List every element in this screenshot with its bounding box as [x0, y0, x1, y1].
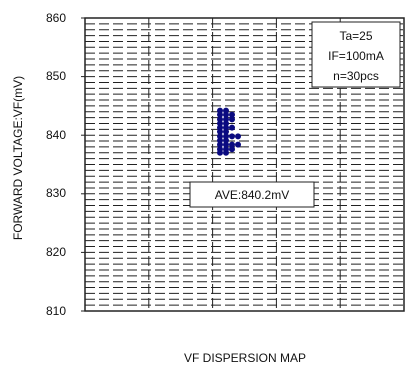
- data-point: [217, 133, 223, 140]
- data-point: [229, 116, 235, 123]
- data-points: [217, 107, 241, 156]
- y-tick-label-3: 830: [46, 186, 66, 200]
- y-tick-label-0: 860: [46, 11, 66, 25]
- data-point: [217, 107, 223, 114]
- conditions-box-frame: [311, 21, 401, 88]
- data-point: [223, 137, 229, 144]
- data-point: [223, 124, 229, 131]
- data-point: [223, 116, 229, 123]
- data-point: [229, 124, 235, 131]
- condition-if: IF=100mA: [328, 49, 384, 63]
- data-point: [217, 141, 223, 148]
- data-point: [217, 116, 223, 123]
- data-point: [217, 137, 223, 144]
- data-point: [217, 111, 223, 118]
- condition-ta: Ta=25: [339, 29, 372, 43]
- condition-n: n=30pcs: [333, 69, 379, 83]
- data-point: [223, 149, 229, 156]
- data-point: [223, 141, 229, 148]
- data-point: [235, 141, 241, 148]
- conditions-box: Ta=25 IF=100mA n=30pcs: [311, 21, 401, 88]
- y-tick-label-1: 850: [46, 69, 66, 83]
- data-point: [223, 111, 229, 118]
- data-point: [229, 146, 235, 153]
- data-point: [223, 107, 229, 114]
- x-axis-title: VF DISPERSION MAP: [184, 351, 306, 365]
- average-box: AVE:840.2mV: [189, 181, 315, 208]
- y-tick-label-2: 840: [46, 128, 66, 142]
- average-label: AVE:840.2mV: [215, 188, 289, 202]
- y-axis-title: FORWARD VOLTAGE:VF(mV): [11, 76, 25, 240]
- data-point: [217, 124, 223, 131]
- grid-lines: [85, 18, 404, 311]
- data-point: [217, 128, 223, 135]
- data-point: [223, 133, 229, 140]
- y-axis-ticks: [81, 17, 85, 312]
- data-point: [217, 149, 223, 156]
- y-axis-tick-labels: 860 850 840 830 820 810: [46, 11, 66, 318]
- y-tick-label-5: 810: [46, 304, 66, 318]
- data-point: [223, 120, 229, 127]
- data-point: [229, 141, 235, 148]
- y-tick-label-4: 820: [46, 245, 66, 259]
- data-point: [235, 133, 241, 140]
- data-point: [217, 120, 223, 127]
- data-point: [223, 128, 229, 135]
- average-box-frame: [189, 181, 315, 208]
- data-point: [229, 133, 235, 140]
- data-point: [229, 111, 235, 118]
